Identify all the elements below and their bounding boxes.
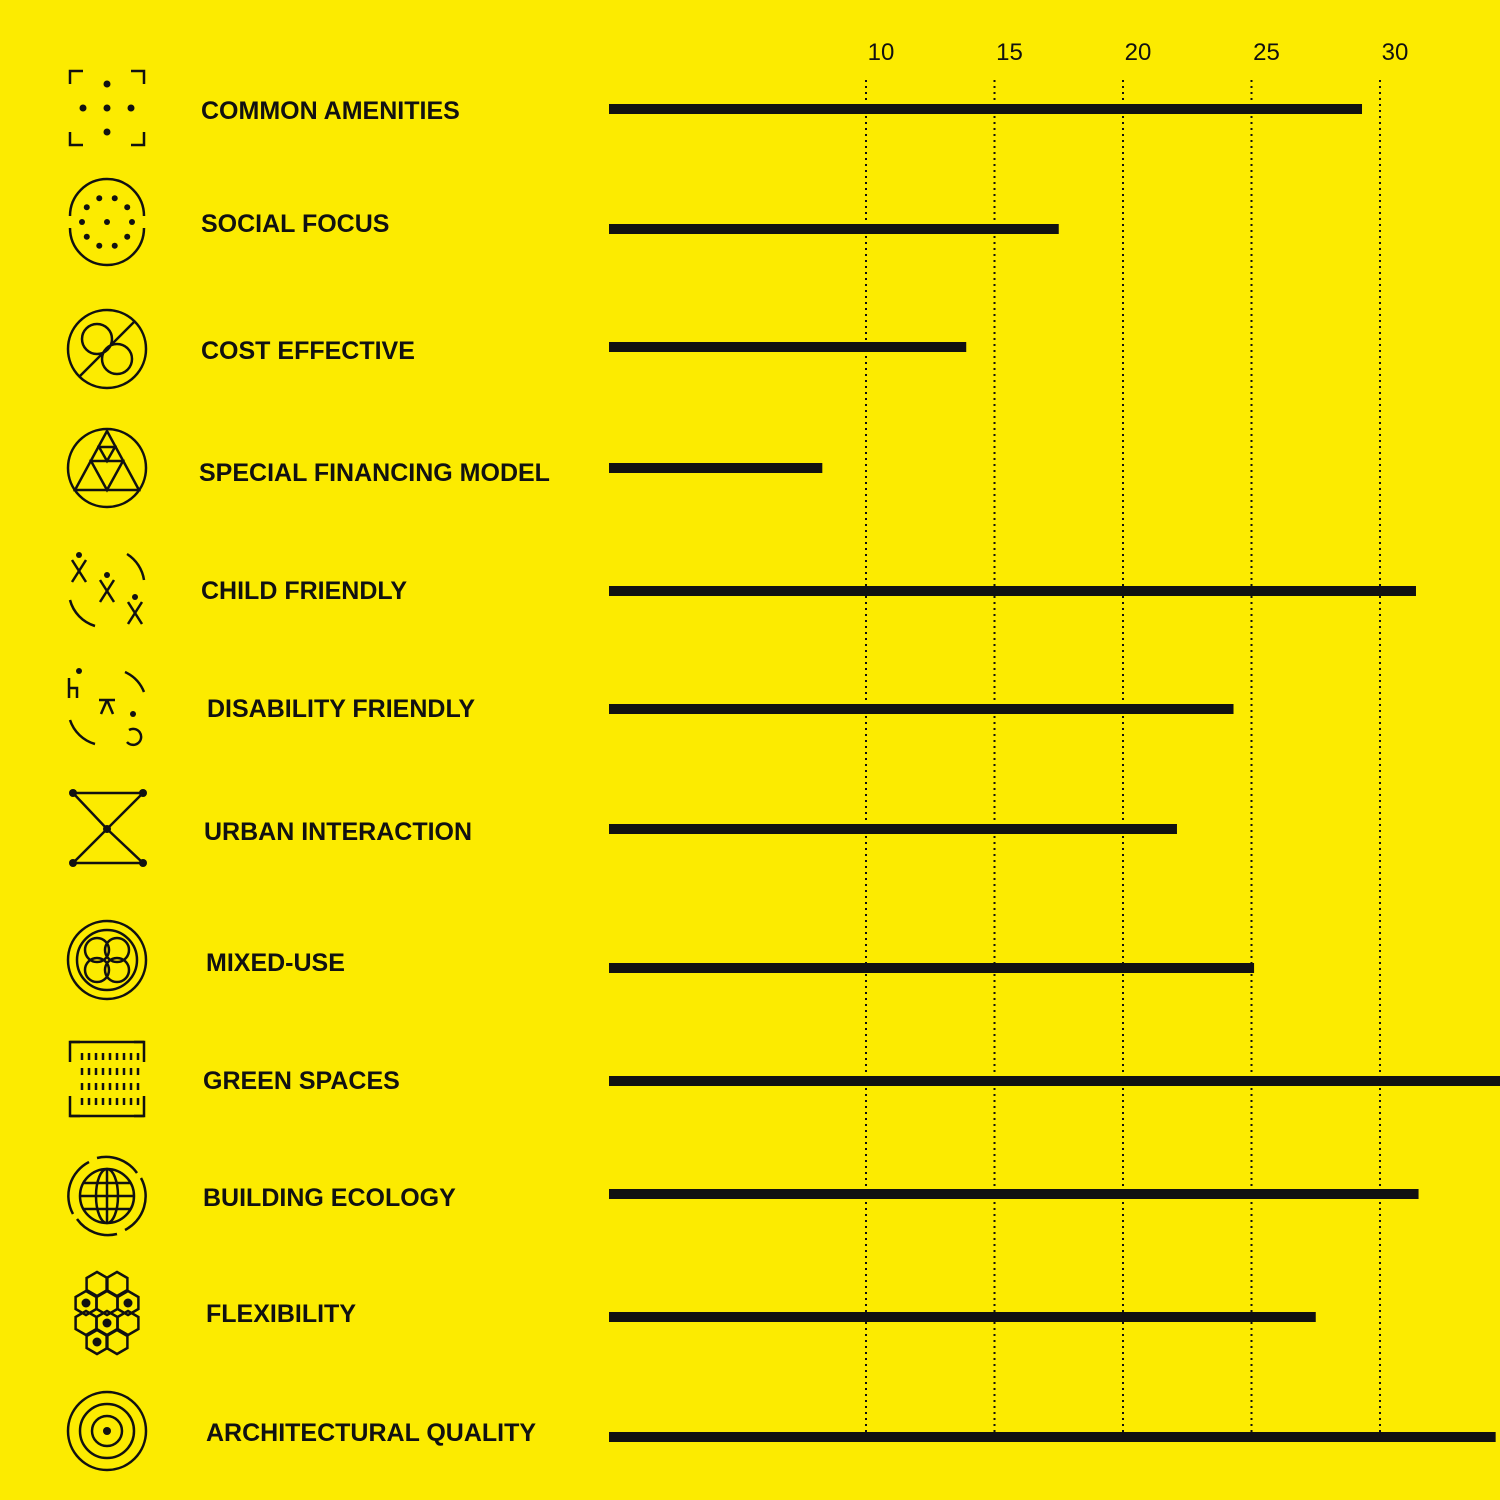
- bar-mixed-use: [609, 963, 1255, 973]
- hexagon-cluster-icon: [74, 1270, 140, 1356]
- bar-special-financing-model: [609, 463, 823, 473]
- bar-flexibility: [609, 1312, 1316, 1322]
- financing-triangle-icon: [66, 427, 148, 509]
- bar-child-friendly: [609, 586, 1416, 596]
- bar-social-focus: [609, 224, 1059, 234]
- globe-icon: [67, 1155, 147, 1237]
- category-label: URBAN INTERACTION: [204, 818, 472, 846]
- overlapping-circles-icon: [66, 919, 148, 1001]
- category-label: CHILD FRIENDLY: [201, 577, 407, 605]
- tick-label-15: 15: [996, 39, 1023, 66]
- category-label: MIXED-USE: [206, 949, 345, 977]
- grass-frame-icon: [68, 1040, 146, 1118]
- bar-urban-interaction: [609, 824, 1177, 834]
- category-label: SOCIAL FOCUS: [201, 210, 389, 238]
- cost-circle-icon: [66, 308, 148, 390]
- disability-figures-icon: [67, 668, 146, 747]
- hourglass-network-icon: [69, 789, 147, 867]
- bar-green-spaces: [609, 1076, 1500, 1086]
- tick-label-25: 25: [1253, 39, 1280, 66]
- tick-label-30: 30: [1382, 39, 1409, 66]
- concentric-circles-icon: [66, 1390, 148, 1472]
- bar-disability-friendly: [609, 704, 1234, 714]
- bar-building-ecology: [609, 1189, 1419, 1199]
- social-circle-icon: [68, 177, 146, 267]
- category-label: BUILDING ECOLOGY: [203, 1184, 456, 1212]
- tick-label-10: 10: [868, 39, 895, 66]
- category-label: COMMON AMENITIES: [201, 97, 460, 125]
- category-label: ARCHITECTURAL QUALITY: [206, 1419, 536, 1447]
- tick-label-20: 20: [1125, 39, 1152, 66]
- category-label: FLEXIBILITY: [206, 1300, 356, 1328]
- child-figures-icon: [68, 552, 146, 628]
- category-label: COST EFFECTIVE: [201, 337, 415, 365]
- category-label: DISABILITY FRIENDLY: [207, 695, 475, 723]
- amenities-dots-icon: [68, 69, 146, 147]
- bar-common-amenities: [609, 104, 1363, 114]
- category-label: SPECIAL FINANCING MODEL: [199, 459, 550, 487]
- category-label: GREEN SPACES: [203, 1067, 400, 1095]
- bar-cost-effective: [609, 342, 967, 352]
- bar-architectural-quality: [609, 1432, 1496, 1442]
